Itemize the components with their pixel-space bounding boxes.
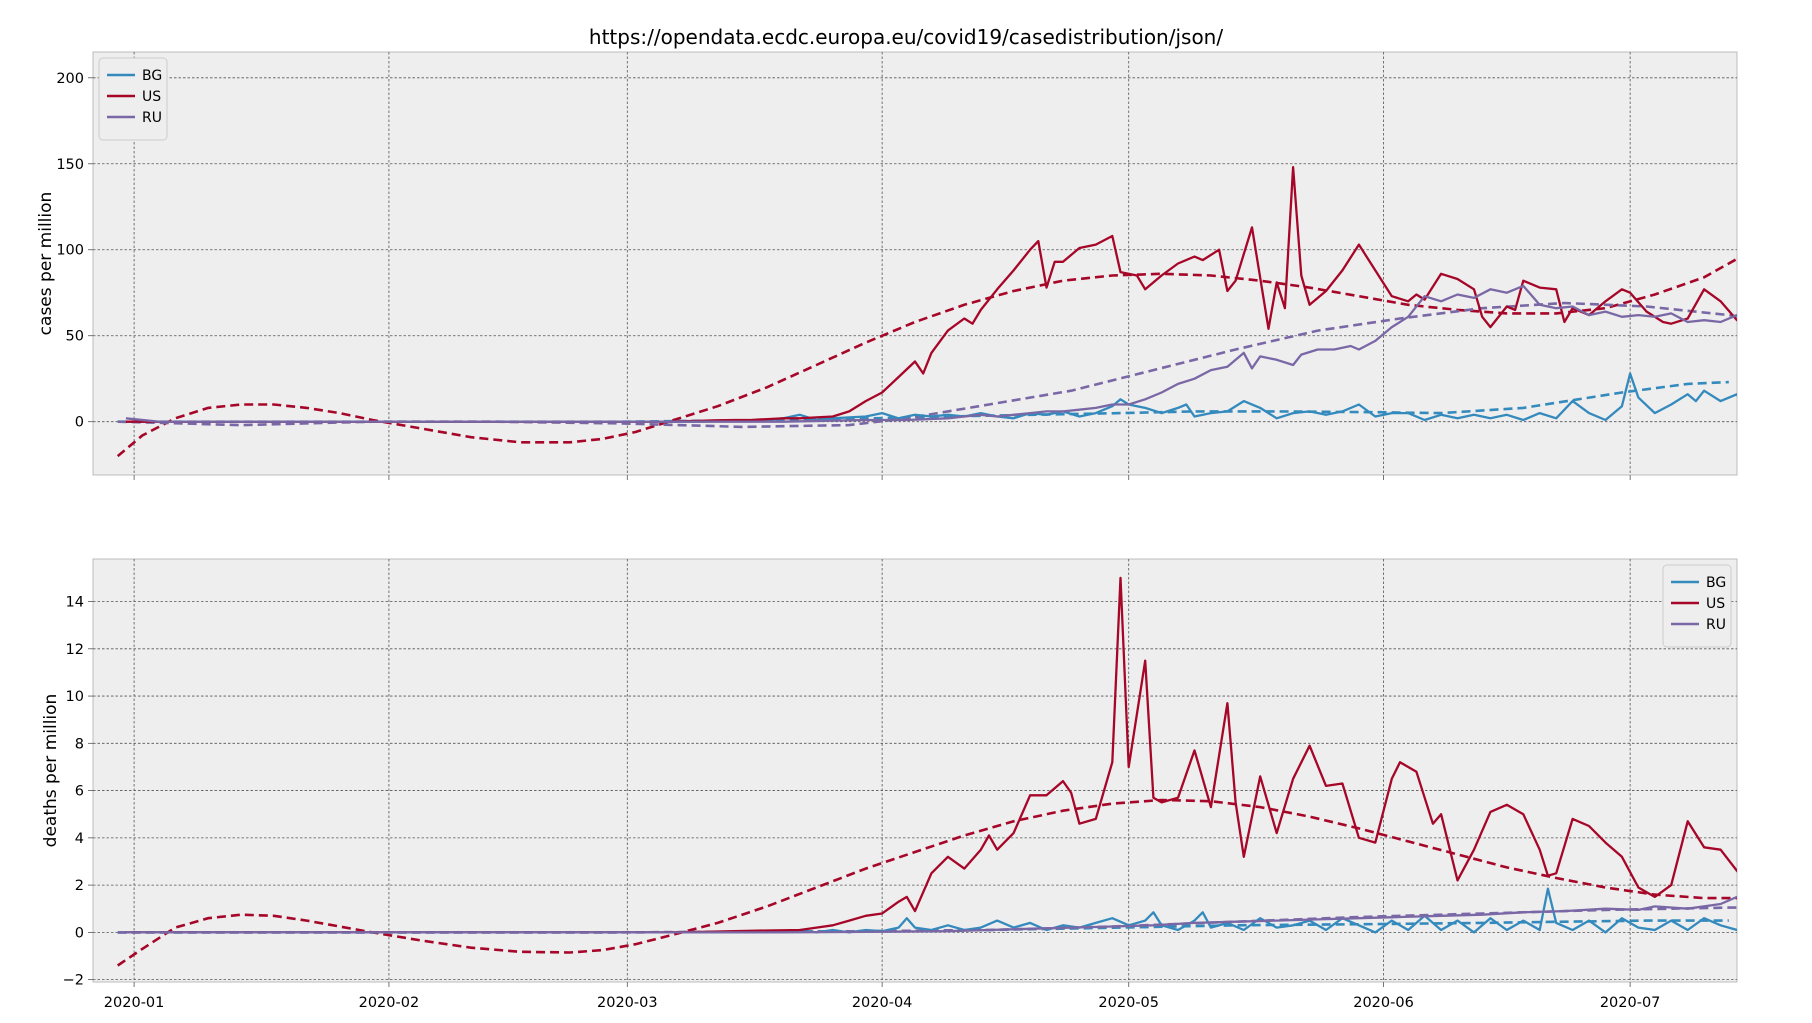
series-line-us xyxy=(125,576,1737,934)
legend-label-ru: RU xyxy=(1706,617,1726,633)
legend: BG US RU xyxy=(1662,564,1732,648)
trend-line-ru xyxy=(117,301,1737,429)
x-tick-label: 2020-07 xyxy=(1600,995,1661,1011)
x-tick-label: 2020-05 xyxy=(1098,995,1159,1011)
trend-line-us xyxy=(116,798,1737,967)
y-tick-label: 4 xyxy=(75,831,84,847)
y-tick-label: 200 xyxy=(56,71,84,87)
x-tick-label: 2020-04 xyxy=(852,995,913,1011)
y-tick-label: 0 xyxy=(75,415,84,431)
deaths-panel: 2020-01 2020-02 2020-03 2020-04 2020-05 2020-… xyxy=(41,558,1738,1011)
legend-label-bg: BG xyxy=(1706,575,1726,591)
cases-panel: 0 50 100 150 200 cases per million BG US RU xyxy=(36,51,1738,480)
y-tick-label: 10 xyxy=(66,689,84,705)
y-tick-label: 12 xyxy=(66,642,84,658)
x-tick-label: 2020-01 xyxy=(104,995,165,1011)
legend-box xyxy=(98,57,168,141)
y-tick-label: 2 xyxy=(75,878,84,894)
y-tick-label: 8 xyxy=(75,736,84,752)
series-group xyxy=(116,576,1737,967)
x-tick-label: 2020-02 xyxy=(359,995,420,1011)
series-line-ru xyxy=(125,284,1737,423)
trend-line-us xyxy=(116,257,1737,458)
y-tick-label: −2 xyxy=(63,973,84,989)
y-tick-label: 50 xyxy=(66,329,84,345)
chart-title: https://opendata.ecdc.europa.eu/covid19/… xyxy=(589,25,1223,49)
legend-label-ru: RU xyxy=(142,110,162,126)
plot-area xyxy=(92,51,1738,476)
series-line-us xyxy=(125,166,1737,423)
y-tick-label: 0 xyxy=(75,925,84,941)
trend-line-bg xyxy=(117,919,1729,934)
y-tick-label: 6 xyxy=(75,784,84,800)
y-tick-label: 150 xyxy=(56,157,84,173)
x-tick-label: 2020-06 xyxy=(1353,995,1414,1011)
legend-label-us: US xyxy=(142,89,161,105)
legend-label-bg: BG xyxy=(142,68,162,84)
legend-label-us: US xyxy=(1706,596,1725,612)
series-line-bg xyxy=(125,372,1737,423)
y-tick-label: 100 xyxy=(56,243,84,259)
series-group xyxy=(116,166,1737,458)
y-axis-label: deaths per million xyxy=(41,694,61,848)
legend: BG US RU xyxy=(98,57,168,141)
series-line-ru xyxy=(125,895,1737,934)
y-axis-label: cases per million xyxy=(36,192,56,336)
legend-box xyxy=(1662,564,1732,648)
x-tick-label: 2020-03 xyxy=(597,995,658,1011)
y-tick-label: 14 xyxy=(66,595,84,611)
